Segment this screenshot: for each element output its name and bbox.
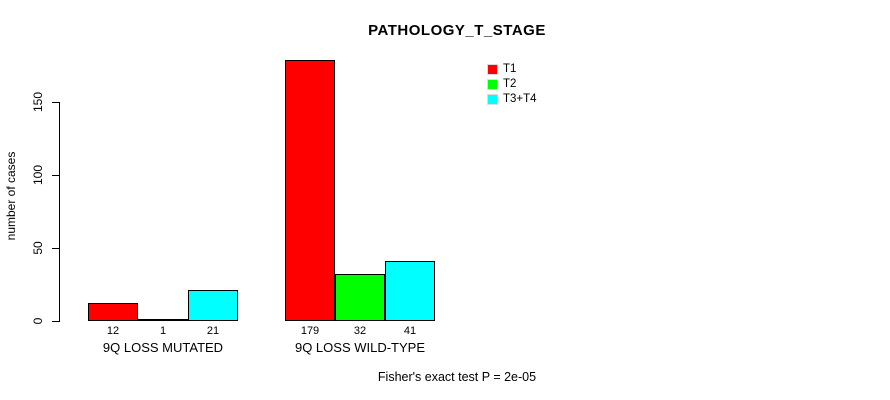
bar-value-T3+T4-group2: 41 — [403, 325, 417, 337]
bar-value-T3+T4-group1: 21 — [206, 325, 220, 337]
y-tick-label-100: 100 — [31, 164, 45, 186]
legend: T1 T2 T3+T4 — [487, 62, 537, 107]
legend-label-T1: T1 — [503, 62, 517, 75]
y-tick-mark-100 — [52, 175, 60, 176]
group-label-2: 9Q LOSS WILD-TYPE — [294, 340, 426, 355]
bar-T3+T4-group2 — [385, 261, 435, 321]
legend-swatch-T2 — [487, 78, 498, 90]
legend-row-T1: T1 — [487, 62, 537, 76]
y-axis-label: number of cases — [4, 151, 18, 241]
y-axis-line — [59, 102, 60, 322]
y-tick-mark-0 — [52, 321, 60, 322]
bar-T2-group1 — [138, 319, 188, 321]
bar-T3+T4-group1 — [188, 290, 238, 321]
y-tick-label-50: 50 — [31, 241, 45, 255]
legend-label-T3+T4: T3+T4 — [503, 92, 537, 105]
y-tick-label-150: 150 — [31, 91, 45, 113]
legend-row-T3+T4: T3+T4 — [487, 92, 537, 106]
legend-swatch-T1 — [487, 63, 498, 75]
bar-value-T1-group1: 12 — [106, 325, 120, 337]
annotation-text: Fisher's exact test P = 2e-05 — [377, 370, 537, 384]
bar-T1-group2 — [285, 60, 335, 321]
legend-swatch-T3+T4 — [487, 93, 498, 105]
bar-value-T2-group2: 32 — [353, 325, 367, 337]
bar-value-T2-group1: 1 — [159, 325, 167, 337]
bar-T2-group2 — [335, 274, 385, 321]
y-tick-mark-50 — [52, 248, 60, 249]
chart-title: PATHOLOGY_T_STAGE — [368, 22, 546, 39]
legend-label-T2: T2 — [503, 77, 517, 90]
bar-value-T1-group2: 179 — [300, 325, 320, 337]
y-tick-mark-150 — [52, 102, 60, 103]
bar-T1-group1 — [88, 303, 138, 321]
group-label-1: 9Q LOSS MUTATED — [102, 340, 224, 355]
legend-row-T2: T2 — [487, 77, 537, 91]
y-tick-label-0: 0 — [31, 317, 45, 325]
